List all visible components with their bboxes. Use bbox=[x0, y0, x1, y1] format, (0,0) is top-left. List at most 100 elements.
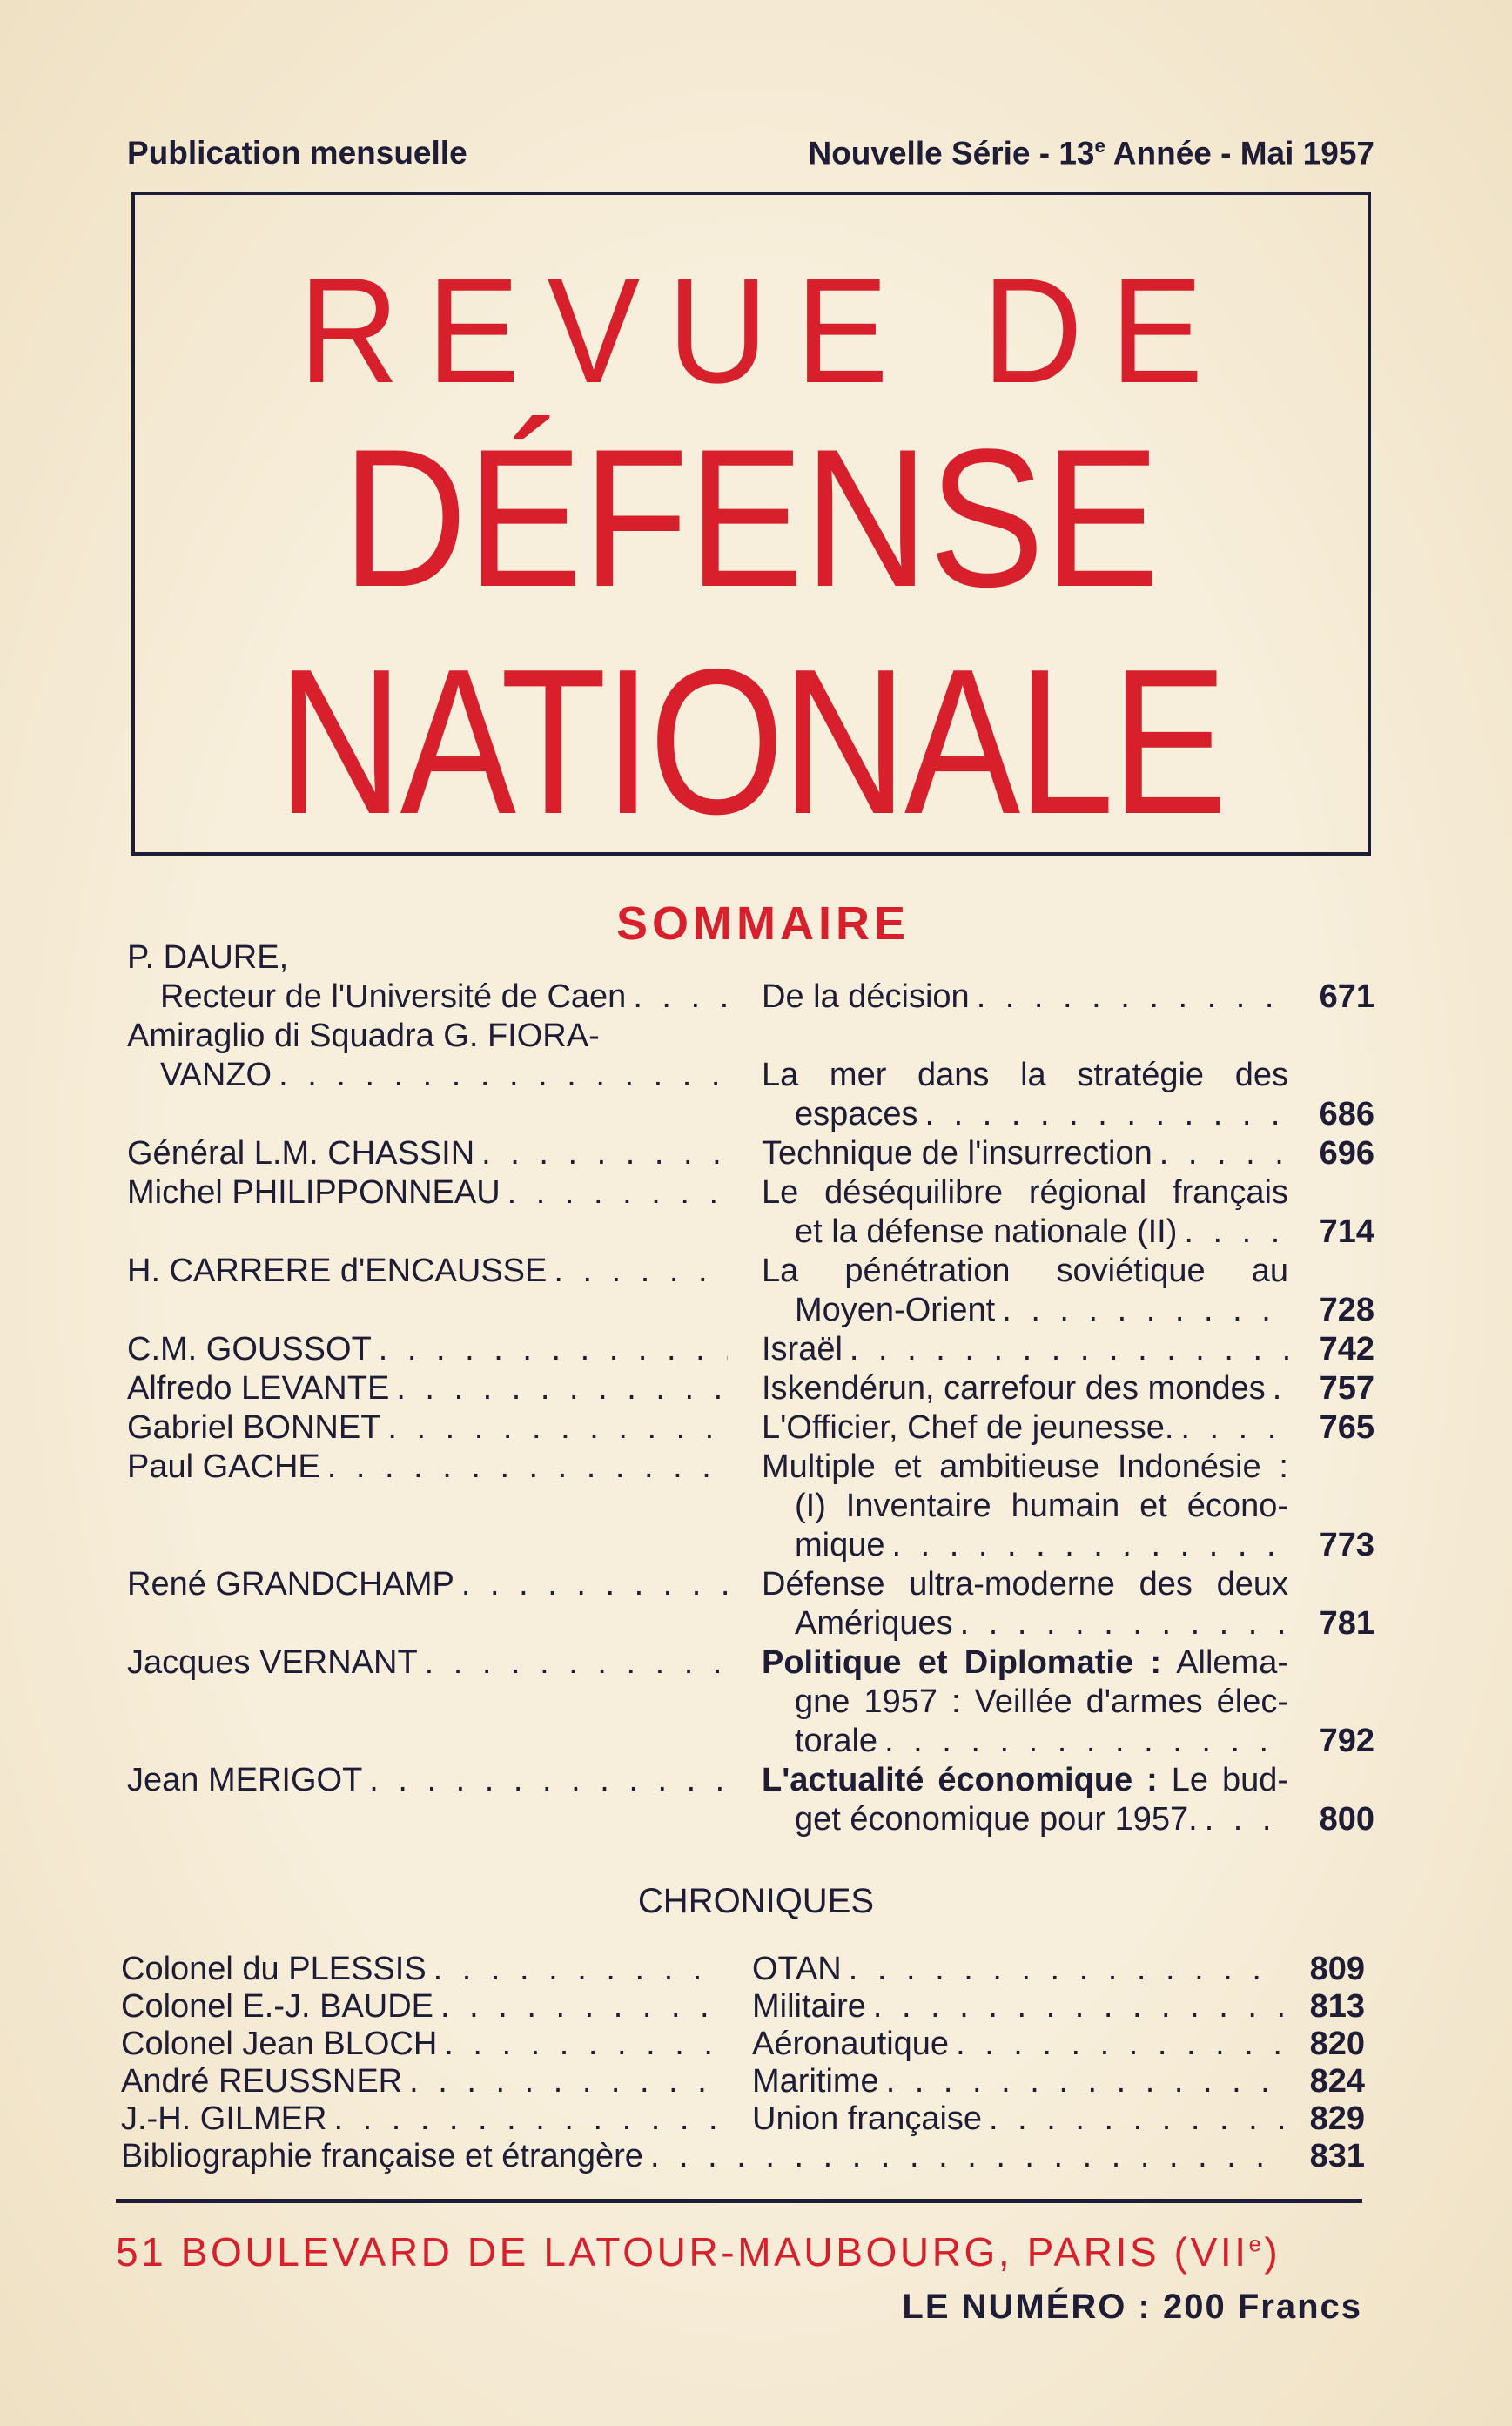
dot-leader bbox=[501, 1173, 728, 1213]
title-line: L'actualité économique : Le bud- bbox=[762, 1762, 1288, 1798]
toc-author: VANZO bbox=[160, 1056, 728, 1095]
page-number: 714 bbox=[1319, 1213, 1374, 1250]
author-text: VANZO bbox=[160, 1057, 272, 1093]
dot-leader bbox=[380, 1408, 728, 1448]
title-text: et la défense nationale (II) bbox=[795, 1213, 1178, 1250]
dot-leader bbox=[547, 1252, 728, 1291]
title-line: get économique pour 1957. bbox=[795, 1800, 1198, 1839]
chronique-title: Maritime bbox=[752, 2062, 1283, 2101]
page-number: 696 bbox=[1319, 1135, 1374, 1172]
title-line: espaces bbox=[795, 1095, 918, 1134]
toc-title: Iskendérun, carrefour des mondes bbox=[762, 1369, 1288, 1408]
title-line: Technique de l'insurrection bbox=[762, 1134, 1152, 1173]
masthead-text: REVUE DE bbox=[299, 247, 1232, 414]
title-line: gne 1957 : Veillée d'armes élec- bbox=[795, 1683, 1288, 1720]
page-number: 820 bbox=[1309, 2026, 1365, 2062]
title-line: La mer dans la stratégie des grands bbox=[762, 1057, 1288, 1095]
publisher-address: 51 BOULEVARD DE LATOUR-MAUBOURG, PARIS (… bbox=[116, 2229, 1281, 2275]
title-text: get économique pour 1957. bbox=[795, 1801, 1198, 1838]
divider-rule bbox=[116, 2199, 1362, 2203]
chronique-title: Militaire bbox=[752, 1987, 1283, 2026]
chronique-title: Union française bbox=[752, 2100, 1283, 2139]
title-text: Amériques bbox=[795, 1605, 953, 1642]
dot-leader bbox=[389, 1369, 728, 1408]
author-text: René GRANDCHAMP bbox=[127, 1566, 454, 1603]
toc-author: Jean MERIGOT bbox=[127, 1761, 728, 1800]
author-text: Jacques VERNANT bbox=[127, 1644, 418, 1681]
title-line: Israël bbox=[762, 1330, 843, 1369]
title-text: De la décision bbox=[762, 978, 970, 1015]
author-text: C.M. GOUSSOT bbox=[127, 1331, 372, 1368]
title-text: OTAN bbox=[752, 1951, 842, 1987]
toc-entry: René GRANDCHAMP Défense ultra-moderne des… bbox=[127, 1565, 1374, 1643]
toc-title: La pénétration soviétique au bbox=[762, 1252, 1288, 1291]
author-text: Alfredo LEVANTE bbox=[127, 1370, 390, 1407]
title-text: Union française bbox=[752, 2100, 983, 2137]
title-text: mique bbox=[795, 1527, 885, 1563]
dot-leader bbox=[953, 1604, 1288, 1643]
author-text: Général L.M. CHASSIN bbox=[127, 1135, 475, 1172]
dot-leader bbox=[1152, 1134, 1288, 1173]
chroniques-heading: CHRONIQUES bbox=[637, 1882, 875, 1920]
title-text: Le déséquilibre régional français bbox=[762, 1174, 1288, 1211]
toc-title: (I) Inventaire humain et écono- bbox=[795, 1487, 1288, 1526]
title-text: Aéronautique bbox=[752, 2026, 950, 2062]
title-line: Iskendérun, carrefour des mondes bbox=[762, 1369, 1266, 1408]
title-text: Iskendérun, carrefour des mondes bbox=[762, 1370, 1266, 1407]
masthead-line-2: DÉFENSE bbox=[135, 420, 1368, 616]
toc-entry: Jean MERIGOT L'actualité économique : Le … bbox=[127, 1761, 1374, 1839]
toc-title: De la décision bbox=[762, 978, 1288, 1017]
toc-entry: Alfredo LEVANTE Iskendérun, carrefour des… bbox=[127, 1369, 1374, 1408]
dot-leader bbox=[970, 978, 1288, 1017]
title-line: Multiple et ambitieuse Indonésie : bbox=[762, 1448, 1288, 1485]
dot-leader bbox=[474, 1134, 728, 1173]
toc-title: La mer dans la stratégie des grands bbox=[762, 1056, 1288, 1095]
page-number: 757 bbox=[1319, 1370, 1374, 1407]
chronique-author: Colonel du PLESSIS bbox=[121, 1950, 722, 1989]
masthead-text: DÉFENSE bbox=[342, 407, 1160, 628]
dot-leader bbox=[372, 1330, 728, 1369]
dot-leader bbox=[1198, 1800, 1288, 1839]
page-number: 728 bbox=[1319, 1292, 1374, 1328]
toc-entry: Jacques VERNANT Politique et Diplomatie :… bbox=[127, 1643, 1374, 1761]
title-text: gne 1957 : Veillée d'armes élec- bbox=[795, 1683, 1288, 1720]
title-line: L'Officier, Chef de jeunesse. bbox=[762, 1408, 1173, 1448]
toc-author: Général L.M. CHASSIN bbox=[127, 1134, 728, 1173]
page-number: 686 bbox=[1319, 1096, 1374, 1132]
toc-author: C.M. GOUSSOT bbox=[127, 1330, 728, 1369]
masthead-line-1: REVUE DE bbox=[135, 256, 1368, 406]
title-line: Amériques bbox=[795, 1604, 953, 1643]
author-text: Colonel Jean BLOCH bbox=[121, 2026, 438, 2062]
toc-author: P. DAURE, bbox=[127, 938, 728, 978]
toc-title: Défense ultra-moderne des deux bbox=[762, 1565, 1288, 1604]
dot-leader bbox=[866, 1987, 1283, 2026]
masthead-box: REVUE DE DÉFENSE NATIONALE bbox=[131, 192, 1371, 856]
dot-leader bbox=[454, 1565, 728, 1604]
toc-author: H. CARRERE d'ENCAUSSE bbox=[127, 1252, 728, 1291]
toc-title: espaces bbox=[795, 1095, 1288, 1134]
dot-leader bbox=[433, 1987, 722, 2026]
dot-leader bbox=[949, 2025, 1283, 2064]
dot-leader bbox=[437, 2025, 722, 2064]
toc-author: Amiraglio di Squadra G. FIORA- bbox=[127, 1017, 728, 1056]
dot-leader bbox=[320, 1448, 728, 1487]
rubric-text: L'actualité économique : bbox=[762, 1762, 1158, 1798]
page-number: 671 bbox=[1319, 978, 1374, 1015]
toc-title: torale bbox=[795, 1722, 1288, 1761]
title-text: espaces bbox=[795, 1096, 918, 1132]
title-line: mique bbox=[795, 1526, 885, 1565]
dot-leader bbox=[1177, 1213, 1288, 1252]
title-text: Moyen-Orient bbox=[795, 1292, 996, 1328]
chronique-title: OTAN bbox=[752, 1950, 1283, 1989]
page-number: 813 bbox=[1309, 1988, 1365, 2025]
dot-leader bbox=[843, 1330, 1288, 1369]
page-number: 809 bbox=[1309, 1951, 1365, 1987]
title-text: Technique de l'insurrection bbox=[762, 1135, 1152, 1172]
toc-title: et la défense nationale (II) bbox=[795, 1213, 1288, 1252]
publication-frequency: Publication mensuelle bbox=[127, 135, 467, 171]
toc-author: René GRANDCHAMP bbox=[127, 1565, 728, 1604]
toc-title: mique bbox=[795, 1526, 1288, 1565]
toc-author: Recteur de l'Université de Caen bbox=[160, 978, 728, 1017]
toc-entry: Général L.M. CHASSIN Technique de l'insur… bbox=[127, 1134, 1374, 1173]
dot-leader bbox=[918, 1095, 1288, 1134]
